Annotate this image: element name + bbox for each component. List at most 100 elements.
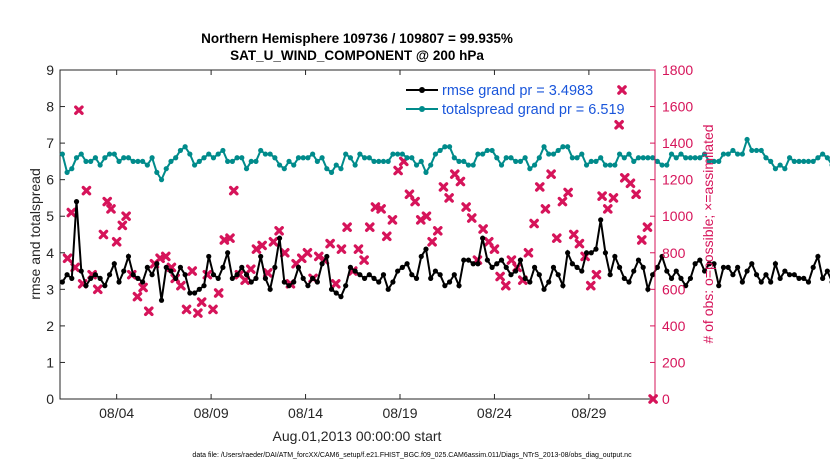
totalspread-point — [258, 147, 264, 154]
obs-assimilated-marker — [342, 222, 352, 232]
obs-assimilated-marker — [478, 224, 488, 234]
totalspread-point — [225, 158, 231, 164]
totalspread-point — [659, 162, 665, 168]
totalspread-point — [612, 162, 618, 168]
rmse-point — [92, 272, 99, 278]
rmse-point — [692, 261, 698, 267]
rmse-point — [310, 275, 316, 281]
totalspread-point — [220, 147, 226, 154]
obs-assimilated-marker — [455, 176, 466, 187]
y-tick-label-right: 400 — [662, 318, 686, 334]
totalspread-point — [593, 158, 599, 164]
rmse-point — [565, 250, 571, 256]
totalspread-point — [749, 147, 755, 154]
totalspread-point — [531, 162, 538, 168]
totalspread-point — [711, 158, 717, 164]
y-tick-label-right: 1400 — [662, 135, 693, 151]
obs-assimilated-marker — [143, 306, 154, 317]
totalspread-point — [291, 162, 297, 168]
rmse-point — [725, 264, 731, 270]
obs-assimilated-marker — [66, 207, 77, 218]
rmse-point — [602, 250, 609, 256]
rmse-point — [314, 279, 320, 285]
rmse-point — [177, 264, 184, 270]
rmse-point — [517, 257, 524, 263]
rmse-point — [305, 283, 311, 289]
legend-label-1: totalspread grand pr = 6.519 — [442, 102, 625, 118]
rmse-point — [88, 275, 94, 281]
obs-assimilated-marker — [359, 255, 369, 265]
obs-assimilated-marker — [438, 182, 449, 192]
totalspread-point — [215, 151, 221, 157]
rmse-point — [191, 290, 198, 296]
rmse-point — [300, 275, 306, 281]
obs-assimilated-marker — [568, 229, 579, 240]
obs-assimilated-marker — [160, 251, 171, 262]
totalspread-point — [97, 162, 103, 168]
totalspread-point — [83, 158, 89, 164]
totalspread-point — [390, 151, 396, 157]
totalspread-point — [503, 155, 509, 161]
rmse-point — [229, 275, 235, 281]
rmse-point — [631, 268, 637, 274]
obs-assimilated-marker — [427, 237, 437, 247]
totalspread-point — [461, 158, 467, 164]
totalspread-point — [380, 158, 387, 164]
obs-assimilated-marker — [591, 269, 602, 280]
rmse-point — [697, 257, 703, 263]
rmse-point — [616, 264, 623, 270]
rmse-point — [720, 264, 727, 270]
rmse-point — [324, 253, 330, 260]
rmse-point — [418, 253, 424, 260]
totalspread-point — [409, 155, 415, 161]
rmse-point — [513, 268, 519, 274]
rmse-point — [446, 279, 453, 285]
totalspread-point — [650, 155, 656, 161]
rmse-point — [59, 279, 65, 285]
rmse-point — [451, 272, 457, 278]
obs-assimilated-marker — [376, 204, 386, 214]
y-tick-label-left: 1 — [46, 354, 54, 370]
rmse-point — [673, 268, 679, 274]
totalspread-point — [64, 169, 70, 175]
y-tick-label-right: 600 — [662, 281, 686, 297]
totalspread-point — [338, 166, 344, 172]
totalspread-point — [102, 155, 108, 161]
totalspread-point — [276, 162, 283, 168]
rmse-point — [239, 264, 245, 270]
rmse-point — [569, 261, 575, 267]
obs-assimilated-marker — [181, 304, 192, 315]
rmse-point — [102, 283, 108, 289]
totalspread-point — [801, 158, 807, 164]
totalspread-point — [442, 144, 448, 150]
rmse-point — [201, 283, 207, 289]
rmse-point — [598, 217, 604, 223]
rmse-point — [522, 275, 528, 281]
totalspread-point — [824, 155, 830, 161]
obs-assimilated-marker — [325, 238, 335, 249]
obs-assimilated-marker — [381, 231, 392, 242]
obs-assimilated-marker — [410, 196, 420, 207]
x-axis-label: Aug.01,2013 00:00:00 start — [273, 428, 442, 444]
rmse-point — [163, 264, 169, 270]
totalspread-point — [522, 155, 528, 161]
rmse-point — [456, 283, 462, 289]
totalspread-point — [92, 155, 99, 161]
obs-assimilated-marker — [642, 222, 653, 232]
obs-assimilated-marker — [500, 280, 511, 291]
totalspread-point — [796, 158, 802, 164]
rmse-point — [206, 253, 212, 260]
totalspread-point — [588, 158, 594, 164]
rmse-point — [248, 279, 254, 285]
rmse-point — [664, 268, 670, 274]
rmse-point — [574, 264, 580, 270]
obs-assimilated-marker — [98, 229, 109, 240]
totalspread-point — [319, 155, 325, 161]
rmse-point — [541, 286, 547, 292]
footer-data-file: data file: /Users/raeder/DAI/ATM_forcXX/… — [192, 452, 632, 459]
totalspread-point — [399, 151, 405, 157]
rmse-point — [385, 286, 391, 292]
rmse-point — [480, 235, 486, 241]
obs-assimilated-marker — [574, 238, 585, 249]
totalspread-point — [626, 151, 632, 157]
